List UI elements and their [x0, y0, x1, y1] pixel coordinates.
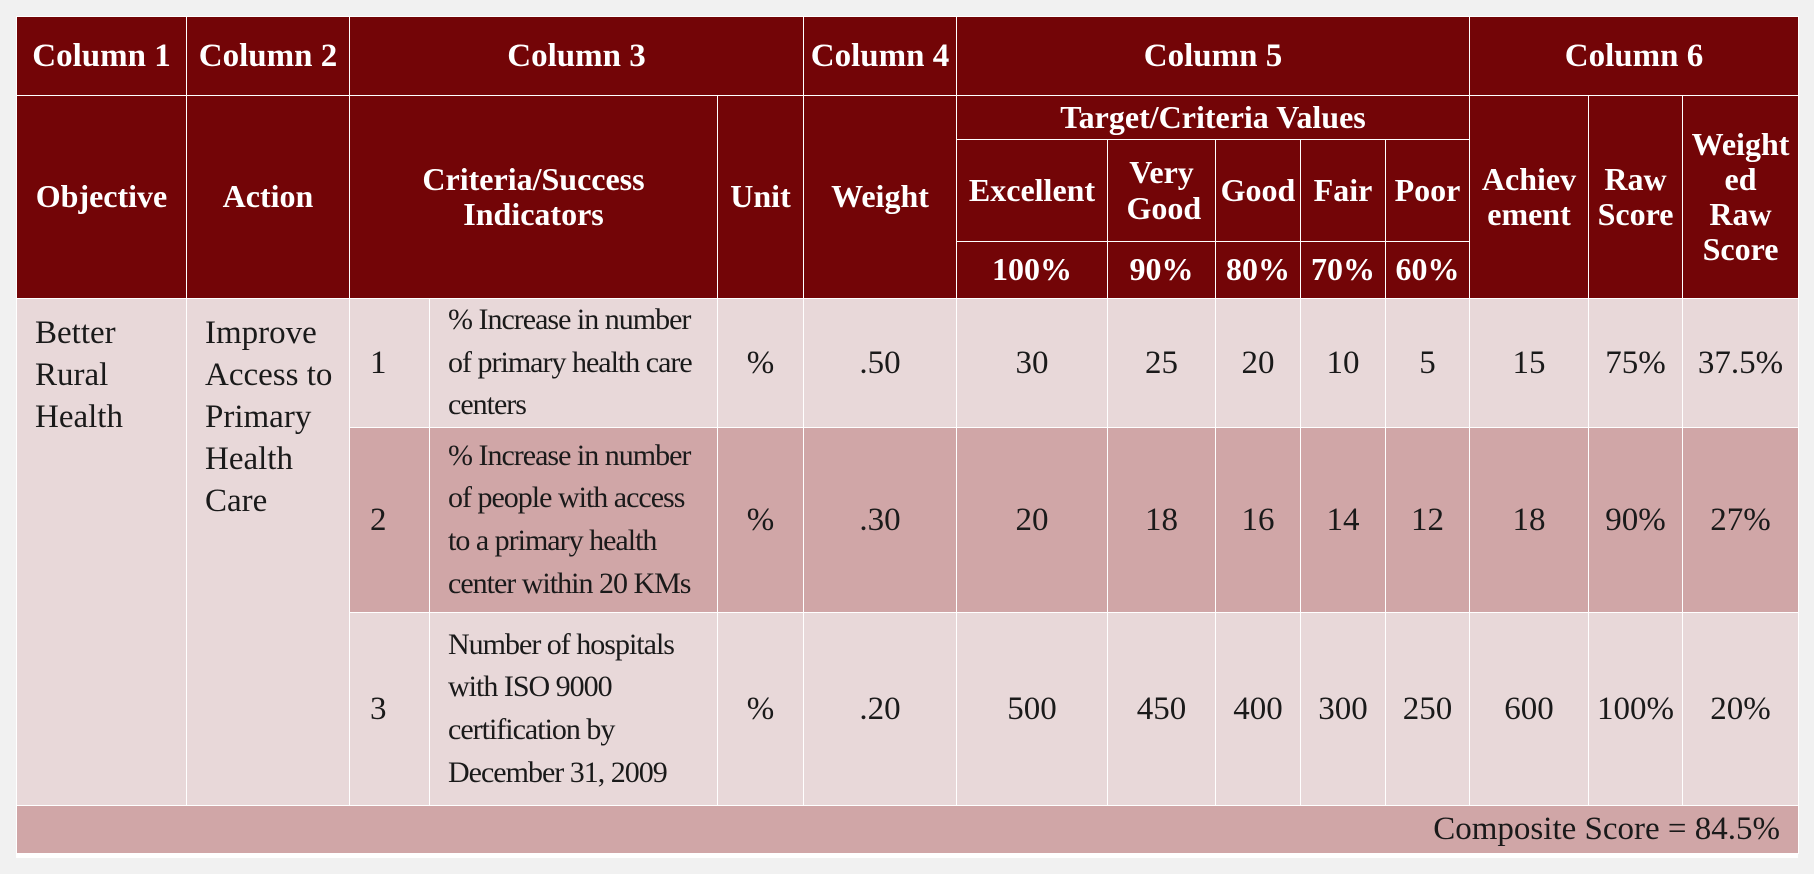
target-very-good: 18 — [1107, 427, 1216, 613]
raw-score-header-text: Raw Score — [1597, 160, 1674, 232]
slide: Column 1 Column 2 Column 3 Column 4 Colu… — [16, 16, 1799, 858]
weighted-raw-score-header-text: Weight ed Raw Score — [1691, 125, 1790, 268]
pct-fair: 70% — [1300, 241, 1386, 299]
pct-poor: 60% — [1385, 241, 1470, 299]
pct-very-good: 90% — [1107, 241, 1216, 299]
raw-score-header: Raw Score — [1588, 95, 1683, 299]
target-good: 400 — [1215, 612, 1301, 806]
action-text: Improve Access to Primary Health Care — [205, 315, 333, 519]
row-number: 3 — [349, 612, 430, 806]
target-poor: 5 — [1385, 298, 1470, 428]
achievement-cell: 600 — [1469, 612, 1589, 806]
target-good: 20 — [1215, 298, 1301, 428]
composite-row: Composite Score = 84.5% — [16, 805, 1799, 854]
indicator-cell: % Increase in number of people with acce… — [429, 427, 718, 613]
column-3-header: Column 3 — [349, 16, 804, 96]
table-row: 2 % Increase in number of people with ac… — [17, 427, 1799, 613]
objective-cell: Better Rural Health — [16, 298, 187, 806]
level-fair: Fair — [1300, 139, 1386, 242]
weight-header: Weight — [803, 95, 957, 299]
row-number: 2 — [349, 427, 430, 613]
weighted-raw-score-header: Weight ed Raw Score — [1682, 95, 1799, 299]
column-1-header: Column 1 — [16, 16, 187, 96]
weighted-score-cell: 27% — [1682, 427, 1799, 613]
unit-header: Unit — [717, 95, 804, 299]
level-good: Good — [1215, 139, 1301, 242]
objective-text: Better Rural Health — [35, 315, 123, 435]
target-fair: 14 — [1300, 427, 1386, 613]
action-header: Action — [186, 95, 350, 299]
indicator-cell: % Increase in number of primary health c… — [429, 298, 718, 428]
target-fair: 300 — [1300, 612, 1386, 806]
achievement-cell: 18 — [1469, 427, 1589, 613]
target-poor: 12 — [1385, 427, 1470, 613]
target-very-good: 25 — [1107, 298, 1216, 428]
level-excellent: Excellent — [956, 139, 1108, 242]
table-row: 3 Number of hospitals with ISO 9000 cert… — [17, 612, 1799, 806]
weighted-score-cell: 20% — [1682, 612, 1799, 806]
action-cell: Improve Access to Primary Health Care — [186, 298, 350, 806]
column-2-header: Column 2 — [186, 16, 350, 96]
performance-table: Column 1 Column 2 Column 3 Column 4 Colu… — [16, 16, 1799, 854]
unit-cell: % — [717, 298, 804, 428]
achievement-cell: 15 — [1469, 298, 1589, 428]
unit-cell: % — [717, 612, 804, 806]
table-row: Better Rural Health Improve Access to Pr… — [16, 298, 1799, 806]
target-very-good: 450 — [1107, 612, 1216, 806]
objective-header: Objective — [16, 95, 187, 299]
pct-good: 80% — [1215, 241, 1301, 299]
composite-score: Composite Score = 84.5% — [16, 805, 1799, 854]
target-poor: 250 — [1385, 612, 1470, 806]
target-values-header: Target/Criteria Values — [956, 95, 1470, 140]
raw-score-cell: 90% — [1588, 427, 1683, 613]
indicator-cell: Number of hospitals with ISO 9000 certif… — [429, 612, 718, 806]
level-very-good: Very Good — [1107, 139, 1216, 242]
weight-cell: .50 — [803, 298, 957, 428]
weight-cell: .30 — [803, 427, 957, 613]
target-excellent: 20 — [956, 427, 1108, 613]
target-excellent: 500 — [956, 612, 1108, 806]
level-very-good-text: Very Good — [1126, 154, 1202, 226]
target-good: 16 — [1215, 427, 1301, 613]
column-6-header: Column 6 — [1469, 16, 1799, 96]
target-fair: 10 — [1300, 298, 1386, 428]
weight-cell: .20 — [803, 612, 957, 806]
level-poor: Poor — [1385, 139, 1470, 242]
achievement-header: Achiev ement — [1469, 95, 1589, 299]
row-number: 1 — [349, 298, 430, 428]
achievement-header-text: Achiev ement — [1481, 160, 1577, 232]
criteria-header: Criteria/Success Indicators — [349, 95, 718, 299]
weighted-score-cell: 37.5% — [1682, 298, 1799, 428]
unit-cell: % — [717, 427, 804, 613]
raw-score-cell: 75% — [1588, 298, 1683, 428]
pct-excellent: 100% — [956, 241, 1108, 299]
target-excellent: 30 — [956, 298, 1108, 428]
column-5-header: Column 5 — [956, 16, 1470, 96]
raw-score-cell: 100% — [1588, 612, 1683, 806]
column-4-header: Column 4 — [803, 16, 957, 96]
criteria-header-text: Criteria/Success Indicators — [422, 160, 645, 232]
